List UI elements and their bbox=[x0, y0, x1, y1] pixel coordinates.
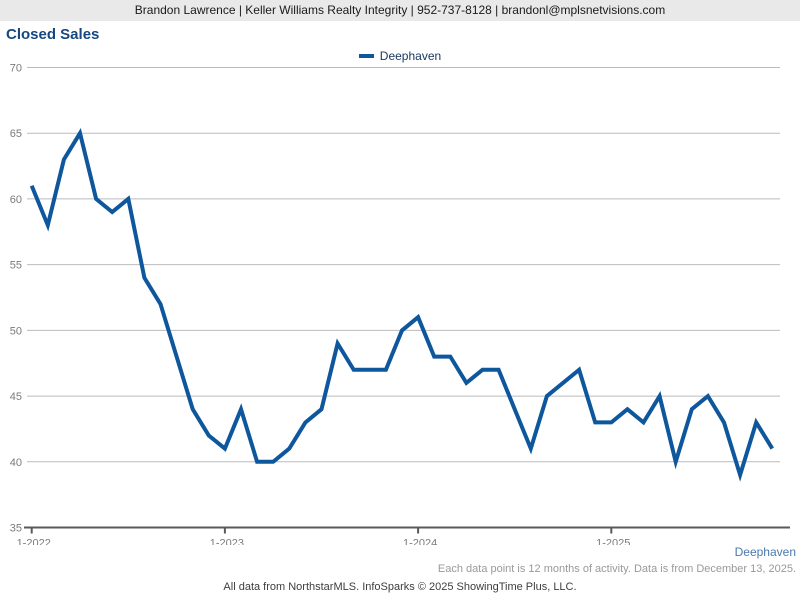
closed-sales-line-chart: 35 40 45 50 55 60 65 70 1-2022 1-2023 1-2024 1-2025 bbox=[0, 55, 800, 545]
data-note: Each data point is 12 months of activity… bbox=[437, 563, 796, 575]
svg-text:1-2025: 1-2025 bbox=[596, 538, 630, 546]
svg-text:35: 35 bbox=[10, 523, 22, 535]
svg-text:70: 70 bbox=[10, 63, 22, 75]
svg-text:65: 65 bbox=[10, 128, 22, 140]
svg-text:40: 40 bbox=[10, 457, 22, 469]
chart-footer-series-label: Deephaven bbox=[734, 545, 796, 559]
svg-text:60: 60 bbox=[10, 194, 22, 206]
legend-line-swatch bbox=[358, 54, 374, 58]
svg-text:45: 45 bbox=[10, 391, 22, 403]
svg-text:50: 50 bbox=[10, 325, 22, 337]
svg-text:55: 55 bbox=[10, 260, 22, 272]
legend-series-label: Deephaven bbox=[379, 49, 442, 63]
chart-canvas: 35 40 45 50 55 60 65 70 1-2022 1-2023 1-2024 1-2025 bbox=[10, 63, 790, 546]
page-title: Closed Sales bbox=[6, 26, 100, 43]
svg-text:1-2024: 1-2024 bbox=[403, 538, 437, 546]
chart-legend: Deephaven bbox=[0, 49, 800, 63]
agent-header: Brandon Lawrence | Keller Williams Realt… bbox=[0, 0, 800, 21]
svg-text:1-2023: 1-2023 bbox=[210, 538, 244, 546]
copyright-credit: All data from NorthstarMLS. InfoSparks ©… bbox=[223, 581, 577, 593]
svg-text:1-2022: 1-2022 bbox=[17, 538, 51, 546]
